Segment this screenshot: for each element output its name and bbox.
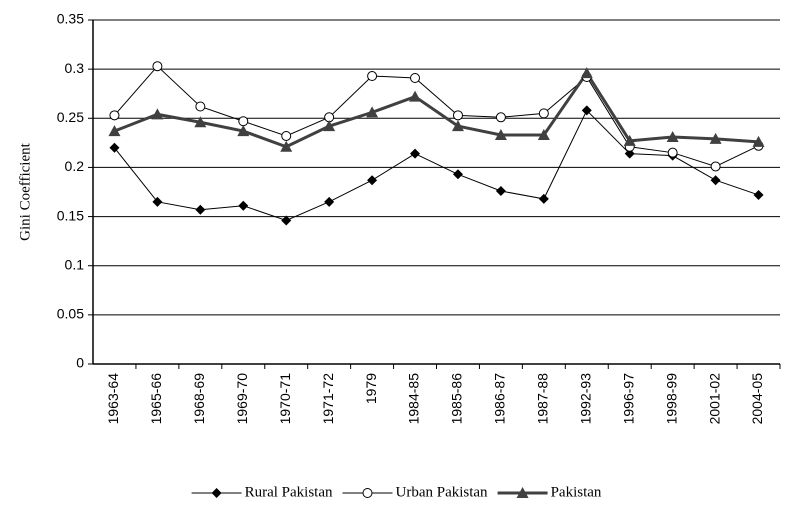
data-point [367,71,378,82]
data-point [624,148,635,159]
data-point [494,128,507,140]
data-point [151,108,164,120]
data-point [280,140,293,152]
data-point [195,101,206,112]
y-tick-label: 0.2 [65,158,85,174]
data-point [195,204,206,215]
y-tick-label: 0.3 [65,60,85,76]
legend-label: Rural Pakistan [245,484,333,500]
data-point [666,130,679,142]
data-point [152,196,163,207]
data-point [623,134,636,146]
data-point [709,132,722,144]
y-tick-label: 0.15 [57,207,84,223]
data-point [238,200,249,211]
data-point [323,120,336,132]
data-point [710,161,721,172]
data-point [238,116,249,127]
data-point [451,120,464,132]
legend-marker [211,488,222,498]
legend-marker [516,487,529,498]
data-point [538,108,549,119]
series-line [114,109,759,222]
data-point [580,67,593,79]
y-tick-label: 0.05 [57,306,84,322]
series-line [113,70,759,149]
data-point [667,147,678,158]
data-point [152,61,163,72]
data-point [366,106,379,118]
x-tick-label: 1986-87 [492,373,508,425]
data-point [109,142,120,153]
data-point [281,215,292,226]
data-point [581,105,592,116]
x-tick-label: 1985-86 [449,373,465,425]
x-tick-label: 1987-88 [535,373,551,425]
x-tick-label: 1970-71 [277,373,293,425]
x-tick-label: 1998-99 [663,373,679,425]
data-point [452,169,463,180]
y-tick-label: 0 [76,355,84,371]
data-point [409,90,422,102]
x-tick-label: 2004-05 [749,373,765,425]
data-point [281,130,292,141]
data-point [495,112,506,123]
data-point [237,125,250,137]
x-tick-label: 2001-02 [706,373,722,425]
series-line [114,65,759,167]
data-point [367,175,378,186]
data-point [108,125,121,137]
data-point [753,189,764,200]
x-tick-label: 1992-93 [577,373,593,425]
x-tick-label: 1969-70 [234,373,250,425]
data-point [538,193,549,204]
legend-label: Pakistan [551,484,602,500]
x-tick-label: 1979 [363,373,379,404]
x-tick-label: 1968-69 [191,373,207,425]
x-tick-label: 1984-85 [406,373,422,425]
y-axis-label: Gini Coefficient [17,142,33,240]
data-point [324,196,335,207]
data-point [109,110,120,121]
y-tick-label: 0.35 [57,11,84,27]
x-tick-label: 1971-72 [320,373,336,425]
x-tick-label: 1996-97 [620,373,636,425]
legend-marker [362,488,373,498]
legend-label: Urban Pakistan [395,484,488,500]
data-point [194,116,207,128]
x-tick-label: 1963-64 [105,373,121,425]
data-point [410,148,421,159]
data-point [452,110,463,121]
legend: Rural Pakistan Urban Pakistan Pakistan [191,484,602,500]
y-tick-label: 0.25 [57,109,84,125]
y-tick-label: 0.1 [65,256,85,272]
data-point [710,175,721,186]
data-point [495,186,506,197]
data-point [410,72,421,83]
x-tick-label: 1965-66 [148,373,164,425]
data-point [752,135,765,147]
data-point [537,128,550,140]
